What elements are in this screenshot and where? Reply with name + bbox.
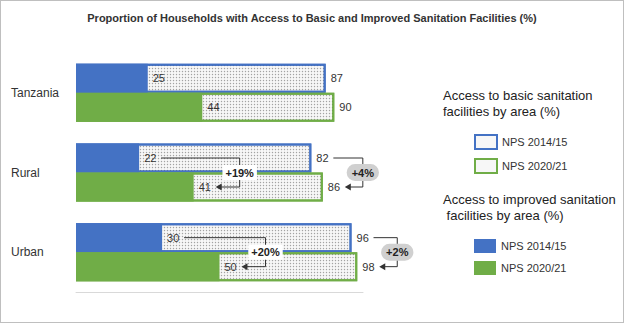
svg-text:Access to basic sanitation: Access to basic sanitation	[443, 88, 596, 103]
svg-text:facilities by area (%): facilities by area (%)	[443, 208, 564, 223]
svg-text:98: 98	[362, 261, 374, 273]
svg-text:+2%: +2%	[386, 246, 409, 258]
svg-text:+19%: +19%	[225, 167, 254, 179]
svg-text:90: 90	[339, 101, 351, 113]
svg-text:Tanzania: Tanzania	[11, 86, 59, 100]
svg-text:Urban: Urban	[11, 245, 44, 259]
svg-text:Proportion of Households with: Proportion of Households with Access to …	[87, 12, 537, 24]
svg-text:82: 82	[316, 152, 328, 164]
svg-text:NPS 2014/15: NPS 2014/15	[502, 136, 567, 148]
svg-text:96: 96	[357, 232, 369, 244]
svg-text:44: 44	[207, 101, 219, 113]
svg-text:NPS 2020/21: NPS 2020/21	[502, 160, 567, 172]
svg-text:87: 87	[331, 72, 343, 84]
svg-text:+20%: +20%	[251, 246, 280, 258]
svg-text:+4%: +4%	[352, 167, 375, 179]
svg-text:86: 86	[328, 181, 340, 193]
svg-text:NPS 2020/21: NPS 2020/21	[501, 262, 566, 274]
svg-text:Rural: Rural	[11, 166, 40, 180]
svg-text:Access to improved sanitation: Access to improved sanitation	[443, 192, 616, 207]
svg-text:22: 22	[144, 152, 156, 164]
svg-text:facilities by area (%): facilities by area (%)	[443, 104, 560, 119]
svg-text:25: 25	[153, 72, 165, 84]
svg-text:50: 50	[225, 261, 237, 273]
svg-text:NPS 2014/15: NPS 2014/15	[501, 240, 566, 252]
svg-text:41: 41	[199, 181, 211, 193]
svg-text:30: 30	[167, 232, 179, 244]
